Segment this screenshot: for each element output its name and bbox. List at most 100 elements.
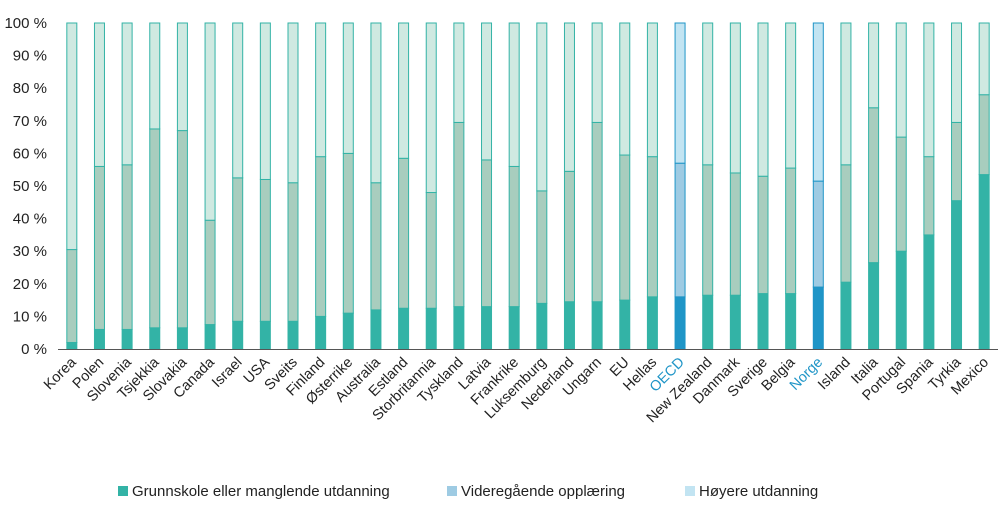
bar-segment-1	[508, 306, 520, 350]
bar-segment-3	[481, 22, 493, 161]
bar-segment-2	[536, 190, 548, 304]
legend-label: Høyere utdanning	[699, 483, 818, 500]
bar-segment-2	[868, 107, 880, 264]
bar-segment-1	[619, 299, 631, 350]
x-tick-labels: KoreaPolenSloveniaTsjekkiaSlovakiaCanada…	[41, 354, 992, 426]
bar-segment-1	[536, 302, 548, 350]
bar-segment-2	[342, 152, 354, 314]
bar-segment-2	[674, 162, 686, 298]
bar-segment-1	[757, 293, 769, 350]
bar-segment-2	[315, 156, 327, 317]
bar-segment-1	[702, 294, 714, 350]
bar-segment-2	[66, 249, 78, 343]
bar-segment-2	[259, 178, 271, 322]
bar-segment-3	[315, 22, 327, 158]
bar-segment-1	[66, 341, 78, 350]
bar-segment-1	[785, 293, 797, 350]
bar-segment-2	[287, 182, 299, 322]
y-tick-label: 90 %	[13, 48, 47, 65]
x-tick-label: Island	[815, 355, 854, 394]
bar-segment-1	[840, 281, 852, 350]
bar-segment-3	[785, 22, 797, 169]
bar-segment-2	[453, 121, 465, 308]
bar-segment-2	[951, 121, 963, 202]
legend-swatch	[447, 486, 457, 496]
x-tick-label: Israel	[209, 355, 245, 391]
bar-segment-2	[757, 175, 769, 295]
bar-segment-1	[563, 301, 575, 350]
bar-segment-2	[619, 154, 631, 301]
bar-segment-3	[176, 22, 188, 132]
legend-label: Videregående opplæring	[461, 483, 625, 500]
legend: Grunnskole eller manglende utdanning Vide…	[118, 483, 818, 500]
bar-segment-1	[232, 320, 244, 350]
bar-segment-2	[923, 156, 935, 236]
y-tick-label: 70 %	[13, 113, 47, 130]
bar-segment-2	[204, 219, 216, 326]
bar-segment-2	[895, 136, 907, 252]
bar-segment-1	[978, 174, 990, 350]
bar-segment-3	[121, 22, 133, 166]
bar-segment-1	[481, 306, 493, 350]
bar-segment-3	[978, 22, 990, 96]
bar-segment-3	[868, 22, 880, 109]
y-tick-label: 30 %	[13, 243, 47, 260]
bar-segment-3	[232, 22, 244, 179]
bar-segment-2	[840, 164, 852, 283]
bar-segment-1	[453, 306, 465, 350]
bar-segment-1	[812, 286, 824, 350]
bar-segment-2	[481, 159, 493, 308]
bar-segment-1	[315, 315, 327, 350]
bar-segment-1	[923, 234, 935, 350]
bar-segment-1	[895, 250, 907, 350]
y-tick-label: 10 %	[13, 308, 47, 325]
bar-segment-3	[674, 22, 686, 164]
bar-segment-3	[342, 22, 354, 154]
bar-segment-3	[398, 22, 410, 159]
bar-segment-3	[702, 22, 714, 166]
bar-segment-2	[978, 94, 990, 176]
bar-segment-2	[785, 167, 797, 295]
bar-segment-2	[176, 130, 188, 329]
bar-segment-1	[176, 327, 188, 350]
bar-segment-2	[591, 121, 603, 303]
bar-segment-3	[951, 22, 963, 123]
bar-segment-3	[508, 22, 520, 167]
bar-segment-1	[287, 320, 299, 350]
bar-segment-2	[398, 157, 410, 309]
bar-segment-1	[868, 262, 880, 350]
bar-segment-3	[729, 22, 741, 174]
bar-segment-1	[646, 296, 658, 350]
bar-segment-3	[93, 22, 105, 167]
bar-segment-3	[812, 22, 824, 182]
bar-segment-3	[536, 22, 548, 192]
bar-segment-2	[149, 128, 161, 329]
bar-segment-2	[508, 165, 520, 308]
bar-segment-1	[370, 309, 382, 350]
bar-segment-2	[93, 165, 105, 330]
bar-segment-3	[259, 22, 271, 180]
y-tick-label: 40 %	[13, 211, 47, 228]
legend-swatch	[118, 486, 128, 496]
bar-segment-2	[729, 172, 741, 296]
bar-segment-3	[591, 22, 603, 123]
bar-segment-3	[370, 22, 382, 184]
bar-segment-3	[66, 22, 78, 251]
bar-segment-3	[923, 22, 935, 158]
y-tick-label: 80 %	[13, 80, 47, 97]
bar-segment-3	[646, 22, 658, 158]
bar-segment-2	[646, 156, 658, 298]
bar-segment-1	[951, 200, 963, 350]
bar-segment-2	[702, 164, 714, 296]
bar-segment-1	[398, 307, 410, 350]
y-tick-label: 20 %	[13, 276, 47, 293]
bars-group	[66, 22, 990, 350]
x-tick-label: Korea	[41, 354, 80, 393]
bar-segment-1	[591, 301, 603, 350]
bar-segment-1	[729, 294, 741, 350]
legend-label: Grunnskole eller manglende utdanning	[132, 483, 390, 500]
bar-segment-1	[674, 296, 686, 350]
bar-segment-2	[232, 177, 244, 322]
bar-segment-2	[563, 170, 575, 303]
